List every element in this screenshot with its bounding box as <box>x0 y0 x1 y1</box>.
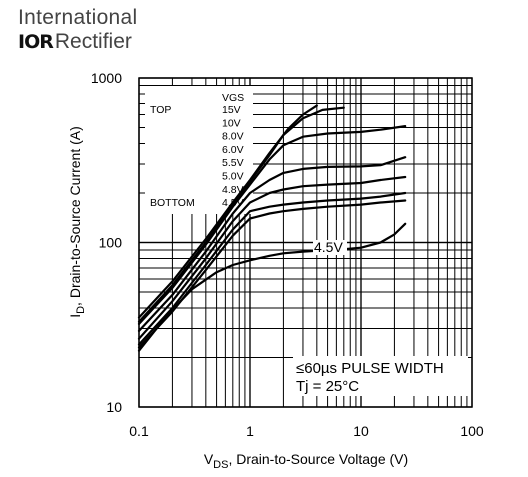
legend-entry: 5.5V <box>222 157 244 169</box>
legend-bottom-label: BOTTOM <box>150 197 195 209</box>
series-line-5-5v <box>137 175 407 340</box>
note-pulse-width: ≤60µs PULSE WIDTH <box>296 360 444 377</box>
note-temperature: Tj = 25°C <box>296 378 359 395</box>
series-line-8-0v <box>137 124 407 325</box>
series-line-5-0v <box>137 191 407 346</box>
series-line-6-0v <box>137 156 407 332</box>
legend-top-label: TOP <box>150 104 171 116</box>
plot-frame <box>138 77 473 408</box>
logo-line-rectifier: IOR Rectifier <box>18 30 137 54</box>
x-axis-label: VDS, Drain-to-Source Voltage (V) <box>204 451 408 471</box>
legend-entry: 5.0V <box>222 171 244 183</box>
legend-header: VGS <box>222 92 244 104</box>
legend-entry: 6.0V <box>222 144 244 156</box>
series-line-4-5v <box>137 222 407 352</box>
legend-entry: 4.5V <box>222 197 244 209</box>
legend-entry: 8.0V <box>222 131 244 143</box>
series-line-4-8v <box>137 199 407 349</box>
note-box <box>293 356 468 396</box>
annotation-box <box>313 240 347 255</box>
series-group <box>137 104 407 352</box>
legend-entry: 10V <box>222 117 241 129</box>
x-tick-label: 0.1 <box>129 423 149 439</box>
legend-box <box>145 86 253 214</box>
logo-line-rectifier-text: Rectifier <box>54 30 132 53</box>
company-logo: International IOR Rectifier <box>18 6 137 54</box>
x-tick-label: 100 <box>460 423 484 439</box>
legend-entry: 4.8V <box>222 184 244 196</box>
x-tick-label: 10 <box>353 423 369 439</box>
curve-annotation: 4.5V <box>314 239 343 255</box>
series-line-10v <box>137 106 345 323</box>
legend-entry: 15V <box>222 104 241 116</box>
y-tick-label: 100 <box>99 235 123 251</box>
y-axis-label: ID, Drain-to-Source Current (A) <box>67 126 87 318</box>
logo-line-international: International <box>18 6 138 29</box>
x-tick-label: 1 <box>246 423 254 439</box>
y-tick-label: 10 <box>106 399 122 415</box>
y-tick-label: 1000 <box>91 70 122 86</box>
ior-logo-mark: IOR <box>18 31 54 53</box>
